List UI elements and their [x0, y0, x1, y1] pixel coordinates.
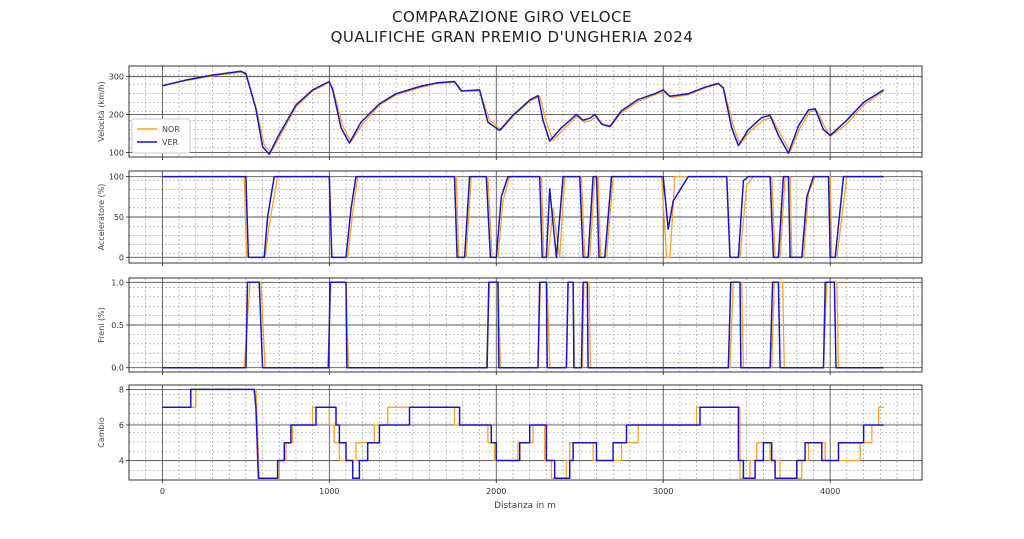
y-tick-label: 100 — [109, 148, 124, 157]
y-tick-label: 50 — [114, 213, 124, 222]
x-tick-label: 3000 — [653, 487, 673, 496]
y-tick-label: 200 — [109, 111, 124, 120]
x-axis-label: Distanza in m — [494, 501, 556, 511]
y-tick-label: 4 — [119, 456, 124, 465]
y-tick-label: 0.0 — [111, 364, 124, 373]
x-tick-label: 4000 — [820, 487, 840, 496]
legend-label-ver: VER — [162, 138, 179, 147]
y-tick-label: 1.0 — [111, 278, 124, 287]
x-tick-label: 0 — [160, 487, 165, 496]
panel-frame — [128, 170, 923, 264]
panel-gear: 4 6 8 Cambio 0 1000 2000 3000 4000 — [97, 384, 923, 496]
panel-brake: 0.0 0.5 1.0 Freni (%) — [97, 277, 923, 375]
panel-frame — [128, 384, 923, 481]
series-line-ver — [162, 281, 884, 369]
y-tick-label: 0.5 — [111, 321, 124, 330]
chart-title-line1: COMPARAZIONE GIRO VELOCE — [392, 8, 632, 26]
series-line-ver — [162, 70, 884, 156]
y-axis-label: Freni (%) — [97, 307, 106, 343]
y-axis-label: Acceleratore (%) — [97, 184, 106, 251]
panel-frame — [128, 65, 923, 158]
series-line-ver — [162, 388, 884, 479]
y-tick-label: 100 — [109, 173, 124, 182]
series-line-ver — [162, 175, 884, 259]
legend-label-nor: NOR — [162, 125, 180, 134]
x-tick-label: 1000 — [319, 487, 339, 496]
y-axis-label: Velocità (km/h) — [97, 81, 106, 142]
legend-box — [131, 118, 191, 154]
y-tick-label: 6 — [119, 421, 124, 430]
y-tick-label: 300 — [109, 73, 124, 82]
legend: NOR VER — [131, 118, 191, 154]
x-tick-label: 2000 — [486, 487, 506, 496]
y-tick-label: 8 — [119, 385, 124, 394]
chart-title-line2: QUALIFICHE GRAN PREMIO D'UNGHERIA 2024 — [330, 28, 694, 46]
y-tick-label: 0 — [119, 253, 124, 262]
panel-frame — [128, 277, 923, 373]
y-axis-label: Cambio — [97, 417, 106, 448]
